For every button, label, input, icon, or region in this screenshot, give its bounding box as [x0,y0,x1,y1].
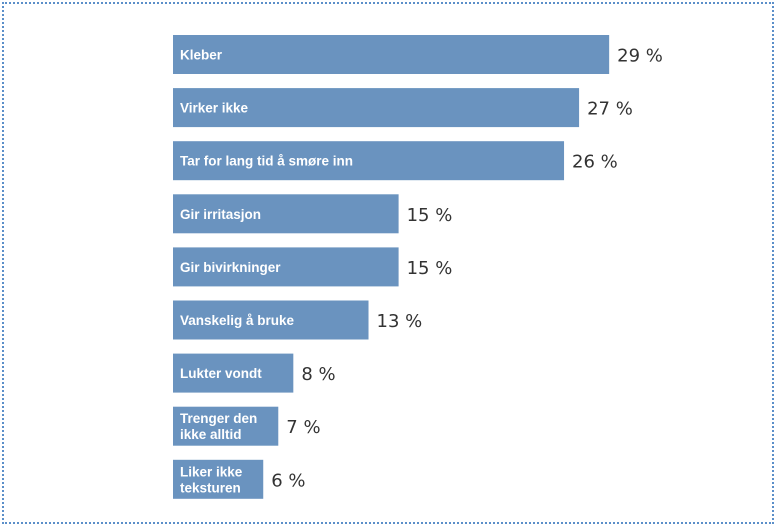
value-label-1: 29 % [617,46,663,67]
bar-3 [173,141,565,181]
bar-label-4: Gir irritasjon [180,207,261,222]
bar-label-1: Kleber [180,48,223,63]
bar-label-7: Lukter vondt [180,366,262,381]
value-label-3: 26 % [572,152,618,173]
value-label-2: 27 % [587,99,633,120]
value-label-7: 8 % [301,364,335,385]
bar-label-6: Vanskelig å bruke [180,313,295,328]
bar-1 [173,35,610,74]
value-label-9: 6 % [271,470,305,491]
value-label-8: 7 % [286,417,320,438]
bar-label-3: Tar for lang tid å smøre inn [180,154,353,169]
bar-4 [173,194,399,234]
bar-label-8: Trenger den ikke alltid [180,411,257,442]
bar-label-9: Liker ikke teksturen [180,464,243,495]
bar-5 [173,247,399,287]
bar-2 [173,88,580,128]
bar-6 [173,300,369,340]
chart-border [2,2,774,524]
value-label-6: 13 % [377,311,423,332]
bar-8 [173,406,279,446]
value-label-5: 15 % [407,258,453,279]
value-label-4: 15 % [407,205,453,226]
bar-label-2: Virker ikke [180,101,249,116]
bar-label-5: Gir bivirkninger [180,260,281,275]
bar-9 [173,459,264,499]
bar-7 [173,353,294,393]
